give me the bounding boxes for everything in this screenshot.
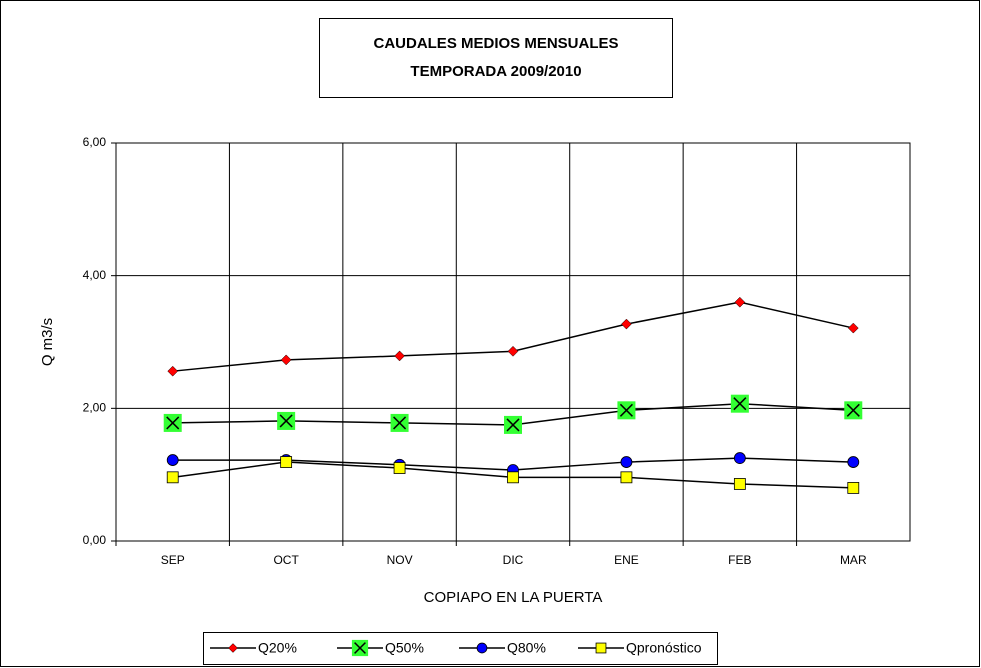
marker <box>730 394 749 413</box>
chart-subtitle: TEMPORADA 2009/2010 <box>410 63 581 80</box>
marker <box>847 322 859 334</box>
marker <box>620 471 633 484</box>
marker <box>621 318 632 330</box>
title-box <box>319 18 673 98</box>
chart-title: CAUDALES MEDIOS MENSUALES <box>373 35 618 52</box>
y-tick-label: 4,00 <box>83 268 107 282</box>
y-tick-label: 0,00 <box>83 533 107 547</box>
y-tick-label: 2,00 <box>83 401 107 415</box>
marker <box>166 454 179 466</box>
marker-x <box>619 403 633 417</box>
marker <box>733 452 746 464</box>
y-tick-label: 6,00 <box>83 135 107 149</box>
x-tick-label: DIC <box>503 553 524 567</box>
marker <box>844 401 863 420</box>
legend-label: Q50% <box>385 640 424 656</box>
marker <box>228 643 238 653</box>
marker <box>394 350 405 362</box>
marker <box>280 456 293 468</box>
marker-x <box>279 414 293 428</box>
marker <box>167 365 179 377</box>
marker <box>163 413 182 432</box>
x-tick-label: SEP <box>161 553 185 567</box>
x-tick-label: ENE <box>614 553 639 567</box>
x-axis-label: COPIAPO EN LA PUERTA <box>424 589 603 606</box>
marker <box>504 415 522 434</box>
marker <box>847 456 860 468</box>
x-tick-label: MAR <box>840 553 867 567</box>
marker <box>507 345 519 357</box>
x-tick-label: NOV <box>387 553 413 567</box>
marker-x <box>846 403 860 417</box>
marker <box>733 478 746 490</box>
marker <box>476 642 488 654</box>
marker <box>734 296 746 308</box>
x-tick-label: OCT <box>273 553 299 567</box>
y-axis-label: Q m3/s <box>39 318 56 366</box>
marker <box>595 642 607 654</box>
marker-x <box>506 418 520 432</box>
marker <box>351 639 369 657</box>
marker <box>393 462 406 474</box>
marker-x <box>354 642 366 654</box>
marker-x <box>393 416 407 430</box>
marker-x <box>166 416 180 430</box>
marker <box>277 411 296 430</box>
plot-border <box>115 142 911 542</box>
x-tick-label: FEB <box>728 553 751 567</box>
marker <box>617 401 636 420</box>
marker-x <box>733 397 747 411</box>
legend-label: Q20% <box>258 640 297 656</box>
marker <box>507 471 519 484</box>
marker <box>280 354 292 366</box>
marker <box>847 482 860 494</box>
legend-label: Q80% <box>507 640 546 656</box>
legend-label: Qpronóstico <box>626 640 702 656</box>
marker <box>620 456 633 468</box>
marker <box>166 471 179 484</box>
marker <box>390 413 409 432</box>
